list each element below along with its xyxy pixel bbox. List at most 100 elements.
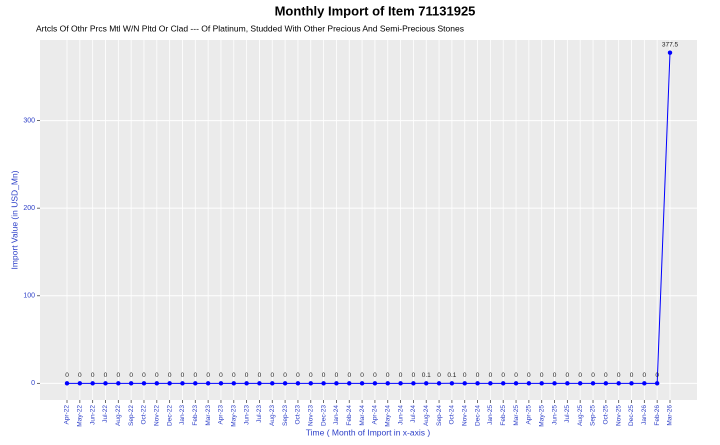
data-label: 0 (245, 372, 249, 379)
point (629, 381, 634, 386)
x-tick-label: Feb-23 (192, 405, 199, 426)
point (475, 381, 480, 386)
data-label: 0 (142, 372, 146, 379)
point (205, 381, 211, 386)
data-label: 0 (117, 372, 121, 379)
x-tick-label: Aug-24 (423, 405, 430, 426)
x-tick-label: Sep-23 (282, 405, 289, 426)
point (218, 381, 224, 386)
x-tick-label: Feb-24 (346, 405, 353, 426)
data-label: 0 (527, 372, 531, 379)
y-tick-label: 100 (23, 293, 35, 300)
x-tick-label: Nov-25 (615, 405, 622, 426)
x-tick-label: Nov-23 (307, 405, 314, 426)
point (347, 381, 352, 386)
data-label: 0.1 (422, 372, 431, 379)
data-label: 0 (219, 372, 223, 379)
data-label: 0 (168, 372, 172, 379)
point (295, 381, 301, 386)
data-label: 0 (514, 372, 518, 379)
point (77, 381, 83, 386)
x-tick-label: Jan-26 (641, 405, 648, 425)
x-tick-label: May-25 (538, 405, 545, 427)
x-tick-label: Oct-25 (603, 405, 610, 425)
x-tick-label: Sep-25 (590, 405, 597, 426)
x-tick-label: Feb-25 (500, 405, 507, 426)
x-tick-label: Aug-25 (577, 405, 584, 426)
x-tick-label: Jan-23 (179, 405, 186, 425)
x-tick-label: Apr-23 (218, 405, 225, 425)
x-tick-label: Feb-26 (654, 405, 661, 426)
x-tick-label: Aug-22 (115, 405, 122, 426)
point (180, 381, 185, 386)
x-tick-label: Mar-26 (667, 405, 674, 426)
point (513, 381, 519, 386)
x-tick-label: May-24 (384, 405, 391, 427)
x-tick-label: Apr-25 (526, 405, 533, 425)
data-label: 0 (78, 372, 82, 379)
x-tick-label: Mar-24 (359, 405, 366, 426)
point (552, 381, 557, 386)
data-label: 0 (335, 372, 339, 379)
data-label: 0 (155, 372, 159, 379)
data-label: 0 (386, 372, 390, 379)
x-axis-title: Time ( Month of Import in x-axis ) (306, 427, 431, 437)
data-label: 0 (591, 372, 595, 379)
chart-subtitle: Artcls Of Othr Prcs Mtl W/N Pltd Or Clad… (36, 23, 464, 33)
point (116, 381, 121, 386)
point (308, 381, 313, 386)
point (154, 381, 160, 386)
point (565, 381, 570, 386)
x-tick-label: Oct-22 (141, 405, 148, 425)
point (642, 381, 647, 386)
x-tick-label: Sep-24 (436, 405, 443, 426)
point (359, 381, 365, 386)
data-label: 0 (566, 372, 570, 379)
point (603, 381, 609, 386)
data-label: 0 (360, 372, 364, 379)
point (398, 381, 403, 386)
data-label: 0 (412, 372, 416, 379)
data-label: 0 (604, 372, 608, 379)
point (462, 381, 467, 386)
data-label: 377.5 (662, 41, 679, 48)
point (539, 381, 544, 386)
x-tick-label: Sep-22 (128, 405, 135, 426)
point (526, 381, 532, 386)
data-label: 0 (193, 372, 197, 379)
point (590, 381, 596, 386)
data-label: 0 (643, 372, 647, 379)
x-tick-label: Apr-24 (372, 405, 379, 425)
x-tick-label: Jul-23 (256, 405, 263, 423)
point (244, 381, 249, 386)
data-label: 0 (476, 372, 480, 379)
y-tick-label: 300 (23, 117, 35, 124)
data-label: 0 (501, 372, 505, 379)
point (501, 381, 506, 386)
plot-panel (40, 40, 697, 400)
data-label: 0 (322, 372, 326, 379)
x-tick-label: Oct-23 (295, 405, 302, 425)
x-tick-label: Jan-24 (333, 405, 340, 425)
x-tick-label: Jul-25 (564, 405, 571, 423)
x-tick-label: Dec-23 (320, 405, 327, 426)
point (270, 381, 275, 386)
x-tick-label: Dec-24 (474, 405, 481, 426)
point (90, 381, 95, 386)
x-tick-label: Dec-25 (628, 405, 635, 426)
point (103, 381, 108, 386)
point (424, 381, 429, 386)
point (488, 381, 493, 386)
y-tick-label: 0 (31, 380, 35, 387)
data-label: 0 (399, 372, 403, 379)
data-label: 0 (463, 372, 467, 379)
x-tick-label: Dec-22 (166, 405, 173, 426)
point (436, 381, 442, 386)
point (64, 381, 70, 386)
x-tick-label: Jul-24 (410, 405, 417, 423)
x-tick-label: Nov-24 (461, 405, 468, 426)
data-label: 0 (181, 372, 185, 379)
point (141, 381, 147, 386)
x-tick-label: Apr-22 (64, 405, 71, 425)
